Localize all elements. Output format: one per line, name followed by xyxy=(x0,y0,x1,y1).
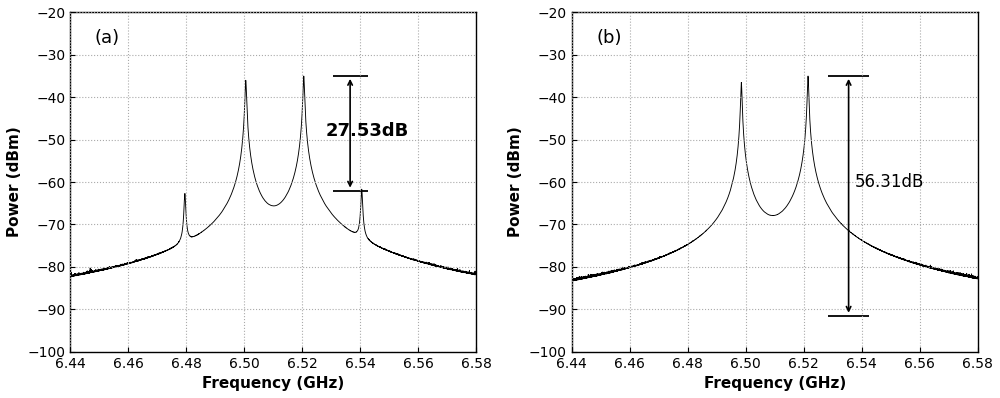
Text: 56.31dB: 56.31dB xyxy=(854,173,924,191)
Y-axis label: Power (dBm): Power (dBm) xyxy=(508,127,523,238)
Text: 27.53dB: 27.53dB xyxy=(325,122,409,140)
Text: (a): (a) xyxy=(95,29,120,47)
Y-axis label: Power (dBm): Power (dBm) xyxy=(7,127,22,238)
Text: (b): (b) xyxy=(596,29,622,47)
X-axis label: Frequency (GHz): Frequency (GHz) xyxy=(202,376,344,391)
X-axis label: Frequency (GHz): Frequency (GHz) xyxy=(704,376,846,391)
